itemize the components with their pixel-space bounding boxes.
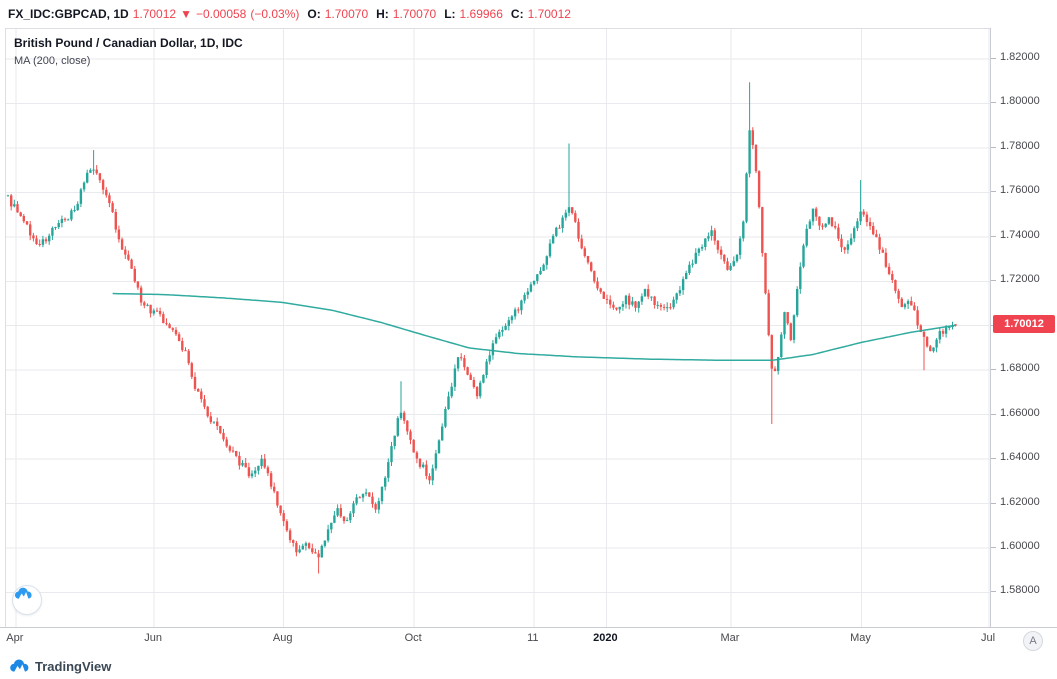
price-axis-label: 1.64000 <box>991 451 1040 463</box>
direction-arrow-icon: ▼ <box>180 7 192 21</box>
time-axis-label: May <box>850 632 871 644</box>
time-axis-label: 2020 <box>593 632 618 644</box>
time-axis-label: Jul <box>980 632 996 644</box>
price-axis-label: 1.76000 <box>991 184 1040 196</box>
tradingview-logo-icon <box>10 659 29 672</box>
price-axis[interactable]: 1.70012 1.82000 1.80000 1.78000 1.76000 1.74… <box>990 28 1057 627</box>
last-price: 1.70012 <box>132 7 177 21</box>
cloud-mountain-icon <box>14 587 32 599</box>
low-label: L: <box>444 7 456 21</box>
time-axis-label: Aug <box>272 632 293 644</box>
price-axis-label: 1.80000 <box>991 95 1040 107</box>
open-label: O: <box>307 7 321 21</box>
price-axis-label: 1.72000 <box>991 273 1040 285</box>
open-value: 1.70070 <box>324 7 369 21</box>
chart-legend: British Pound / Canadian Dollar, 1D, IDC… <box>14 35 243 69</box>
price-chart-canvas[interactable] <box>6 29 991 628</box>
price-change-percent: (−0.03%) <box>250 7 300 21</box>
price-axis-label: 1.60000 <box>991 540 1040 552</box>
price-axis-label: 1.66000 <box>991 407 1040 419</box>
time-axis-label: Apr <box>6 632 24 644</box>
legend-symbol-title[interactable]: British Pound / Canadian Dollar, 1D, IDC <box>14 36 243 50</box>
tradingview-wordmark: TradingView <box>35 658 112 674</box>
tradingview-snapshot-button[interactable] <box>12 585 42 615</box>
price-axis-label: 1.74000 <box>991 229 1040 241</box>
price-axis-label: 1.68000 <box>991 362 1040 374</box>
tradingview-branding[interactable]: TradingView <box>8 656 111 676</box>
time-axis[interactable]: Apr Jun Aug Oct 11 2020 Mar May Jul A <box>0 627 1057 653</box>
chart-pane[interactable]: British Pound / Canadian Dollar, 1D, IDC… <box>5 28 991 628</box>
high-label: H: <box>376 7 389 21</box>
time-axis-label: Jun <box>144 632 163 644</box>
time-axis-label: Oct <box>404 632 422 644</box>
price-axis-label: 1.78000 <box>991 140 1040 152</box>
ohlc-header: FX_IDC:GBPCAD, 1D 1.70012 ▼ −0.00058 (−0… <box>8 6 571 22</box>
current-price-tag: 1.70012 <box>993 315 1055 334</box>
time-axis-label: Mar <box>720 632 740 644</box>
close-label: C: <box>510 7 524 21</box>
high-value: 1.70070 <box>392 7 437 21</box>
close-value: 1.70012 <box>527 7 571 21</box>
price-axis-label: 1.58000 <box>991 584 1040 596</box>
auto-scale-button[interactable]: A <box>1023 631 1043 651</box>
price-axis-label: 1.62000 <box>991 496 1040 508</box>
low-value: 1.69966 <box>459 7 503 21</box>
price-axis-label: 1.82000 <box>991 51 1040 63</box>
price-change: −0.00058 <box>195 7 247 21</box>
symbol-name[interactable]: FX_IDC:GBPCAD, 1D <box>8 7 129 21</box>
time-axis-label: 11 <box>527 632 539 644</box>
legend-ma-indicator[interactable]: MA (200, close) <box>14 55 91 67</box>
